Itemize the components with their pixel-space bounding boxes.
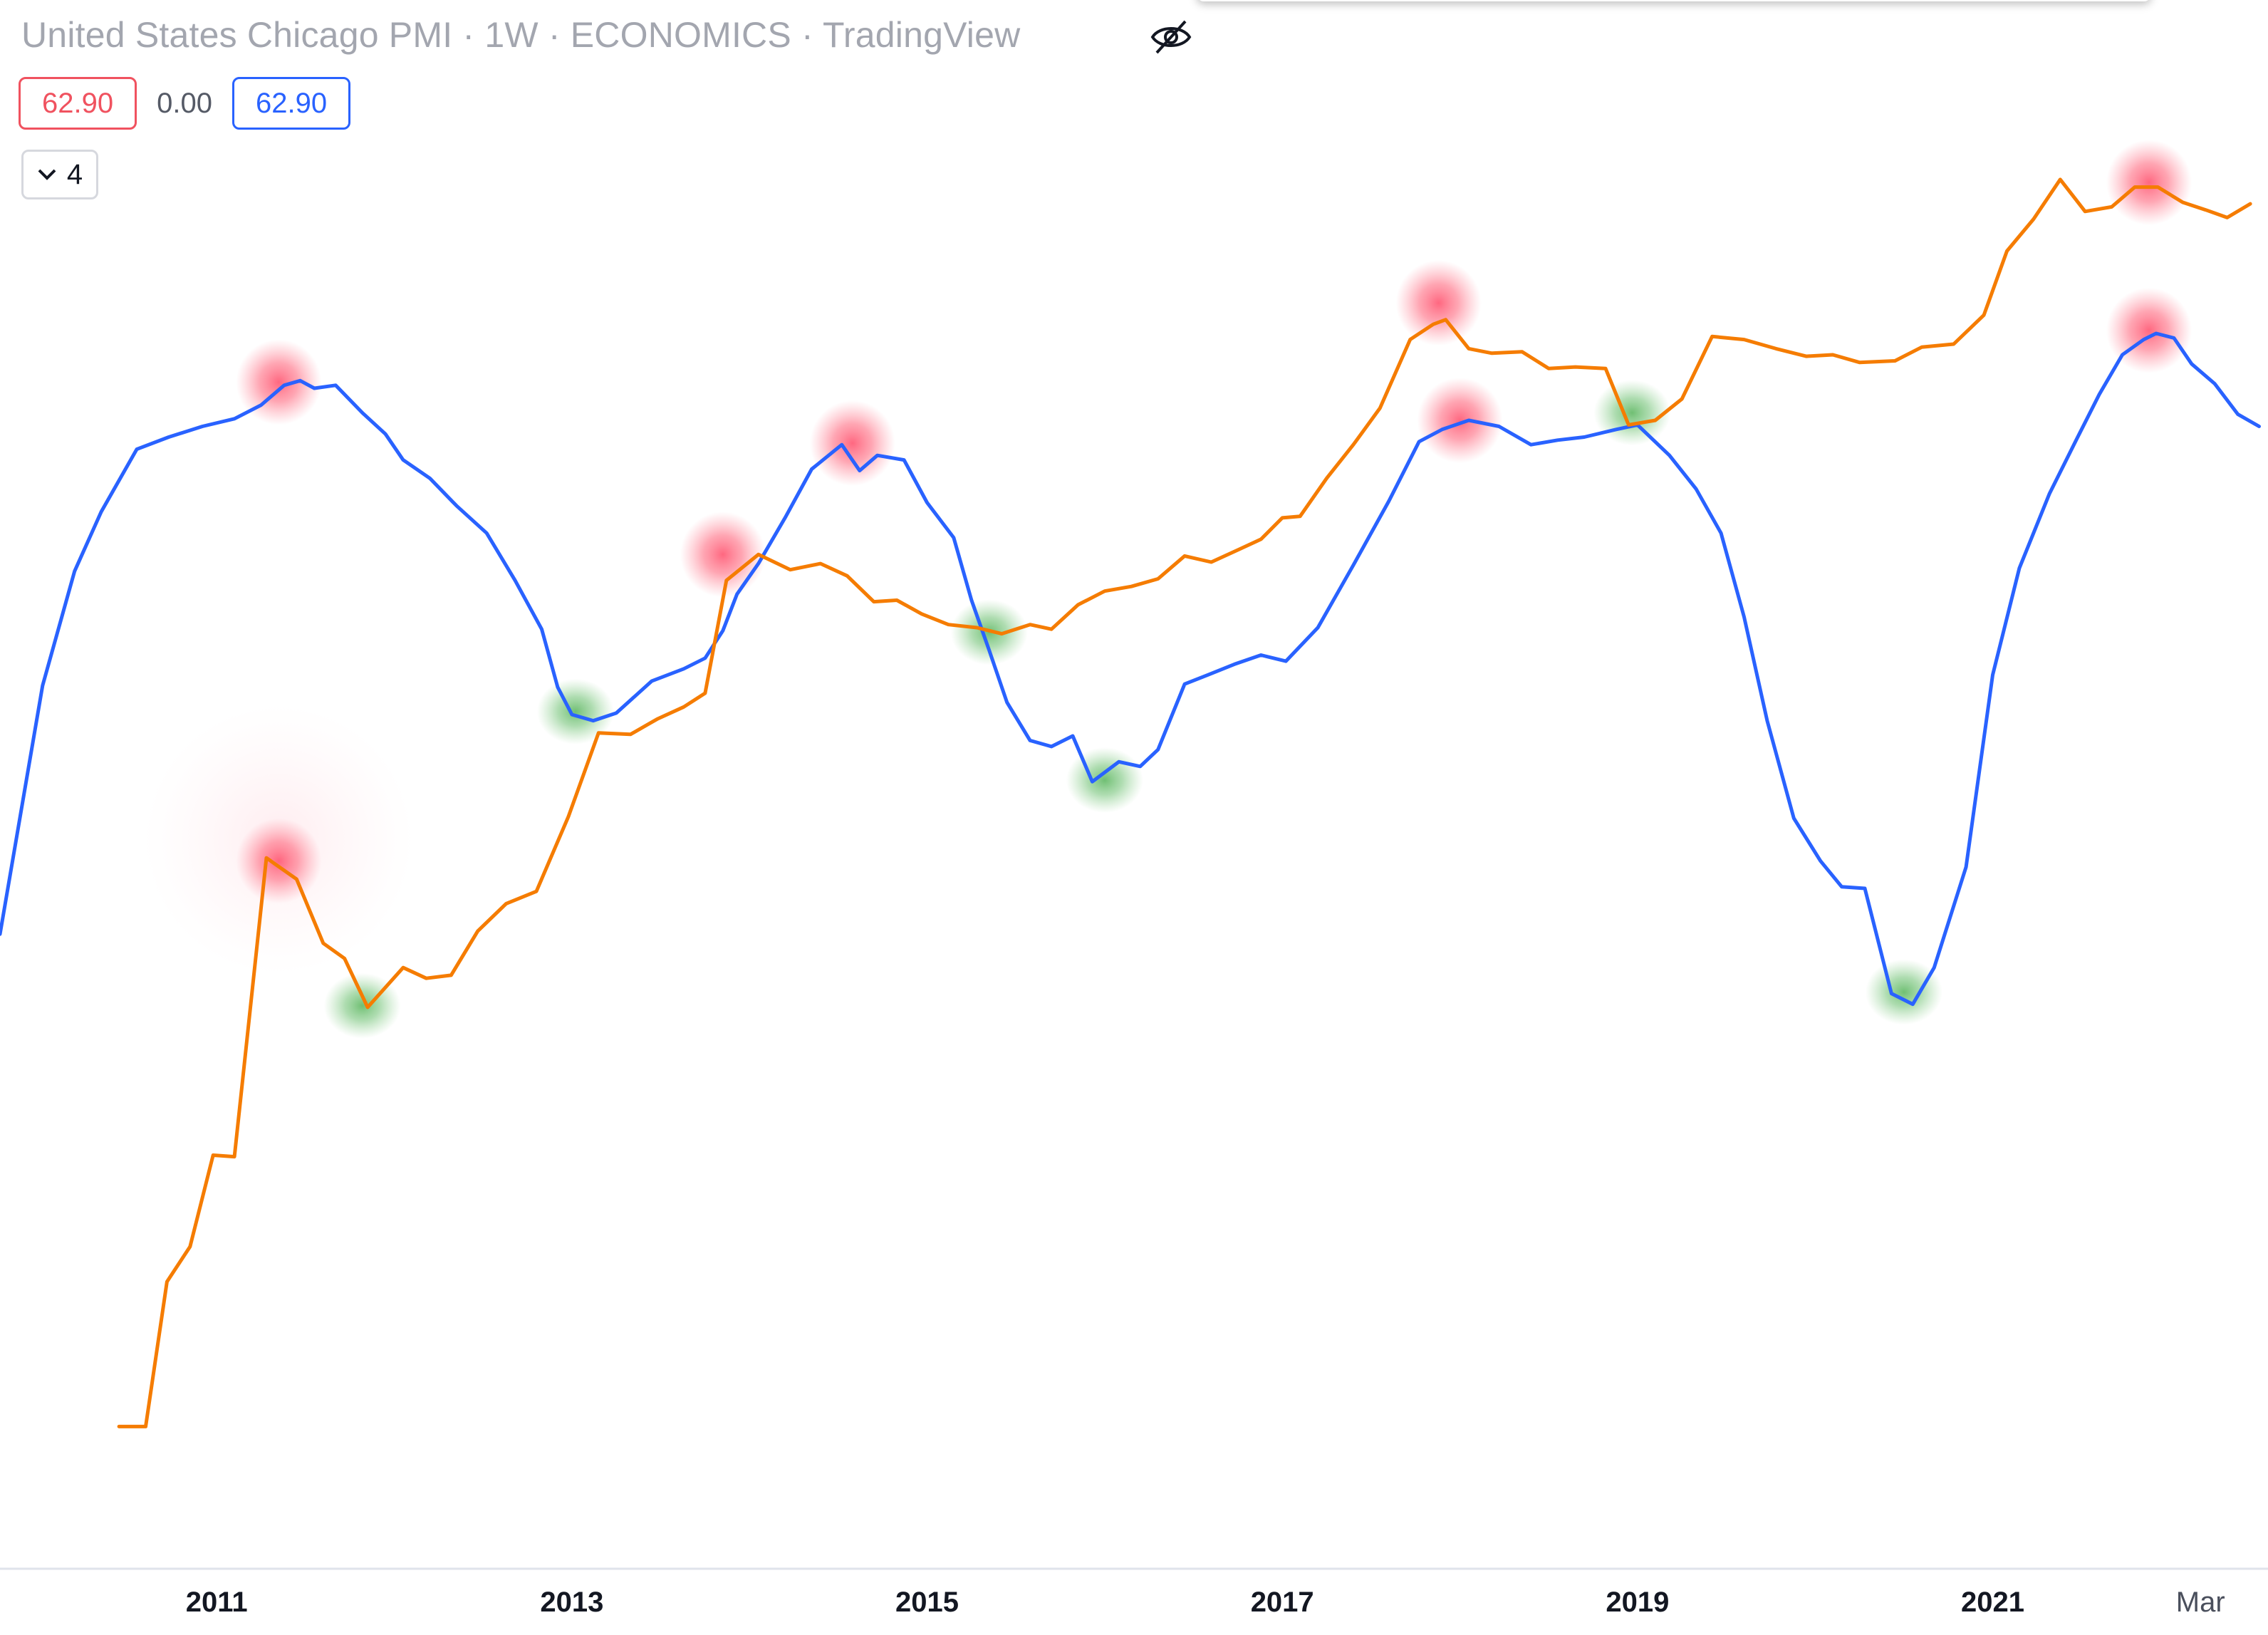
peak-marker-4: [680, 512, 766, 598]
x-tick-label-2017: 2017: [1251, 1587, 1314, 1618]
collapse-count: 4: [66, 158, 83, 190]
trough-marker-7: [1066, 747, 1143, 814]
peak-marker-0: [236, 339, 322, 425]
value-open-badge: 62.90: [19, 77, 137, 130]
eye-off-icon[interactable]: [1148, 17, 1194, 57]
x-tick-label-2011: 2011: [186, 1587, 248, 1618]
x-tick-label-mar: Mar: [2176, 1587, 2225, 1618]
peak-marker-8: [1395, 260, 1482, 346]
x-tick-label-2021: 2021: [1961, 1587, 2024, 1618]
blue-series-line: [0, 331, 2261, 1007]
value-close-badge: 62.90: [232, 77, 351, 130]
chevron-down-icon: [38, 169, 56, 180]
floating-toolbar-edge: [1197, 0, 2151, 1]
legend-collapse-button[interactable]: 4: [21, 150, 98, 199]
orange-series-line: [117, 177, 2252, 1428]
legend-values: 62.90 0.00 62.90: [19, 76, 351, 131]
peak-marker-9: [1417, 377, 1503, 463]
trough-marker-10: [1593, 380, 1671, 446]
x-tick-label-2013: 2013: [540, 1587, 603, 1618]
series-layer: [0, 177, 2261, 1428]
legend-title: United States Chicago PMI · 1W · ECONOMI…: [21, 15, 1021, 55]
value-change: 0.00: [157, 87, 212, 119]
peak-marker-13: [2106, 140, 2192, 226]
x-tick-label-2015: 2015: [895, 1587, 959, 1618]
peak-marker-1: [236, 818, 322, 904]
x-tick-label-2019: 2019: [1606, 1587, 1669, 1618]
x-axis: 2011 2013 2015 2017 2019 2021 Mar: [186, 1587, 2225, 1618]
trough-marker-3: [536, 678, 614, 744]
trough-marker-11: [1865, 959, 1942, 1025]
markers-layer: [143, 140, 2192, 1039]
peak-marker-5: [809, 400, 895, 487]
